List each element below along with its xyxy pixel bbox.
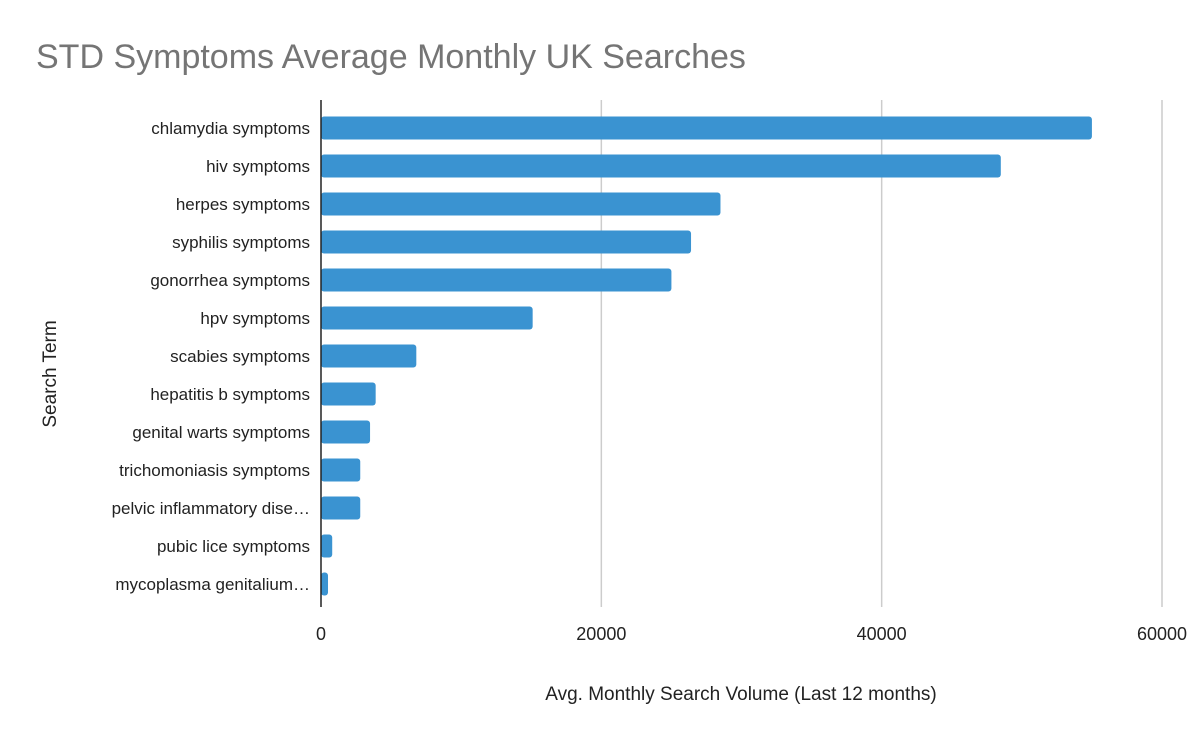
bar [321, 306, 533, 330]
bar [321, 572, 329, 596]
category-label: trichomoniasis symptoms [119, 461, 310, 480]
category-label: chlamydia symptoms [151, 119, 310, 138]
x-tick-label: 20000 [576, 624, 626, 644]
bar [321, 382, 376, 406]
x-tick-label: 40000 [857, 624, 907, 644]
bar-layer [321, 116, 1092, 596]
category-label-layer: chlamydia symptoms hiv symptoms herpes sym… [112, 119, 310, 594]
category-label: pelvic inflammatory dise… [112, 499, 310, 518]
bar [321, 496, 361, 520]
category-label: herpes symptoms [176, 195, 310, 214]
grid-layer [600, 100, 1163, 607]
category-label: genital warts symptoms [132, 423, 310, 442]
bar [321, 458, 361, 482]
category-label: scabies symptoms [170, 347, 310, 366]
x-tick-label: 0 [316, 624, 326, 644]
category-label: hiv symptoms [206, 157, 310, 176]
bar [321, 344, 417, 368]
tick-label-layer: 0 20000 40000 60000 [316, 624, 1187, 644]
bar [321, 420, 371, 444]
category-label: hpv symptoms [200, 309, 310, 328]
bar [321, 116, 1092, 140]
bar [321, 192, 721, 216]
chart-title: STD Symptoms Average Monthly UK Searches [36, 38, 746, 76]
y-axis-title: Search Term [40, 320, 61, 427]
category-label: hepatitis b symptoms [150, 385, 310, 404]
x-tick-label: 60000 [1137, 624, 1187, 644]
bar [321, 230, 692, 254]
category-label: mycoplasma genitalium… [115, 575, 310, 594]
bar [321, 268, 672, 292]
bar [321, 534, 333, 558]
bar [321, 154, 1001, 178]
category-label: syphilis symptoms [172, 233, 310, 252]
category-label: pubic lice symptoms [157, 537, 310, 556]
category-label: gonorrhea symptoms [150, 271, 310, 290]
x-axis-title: Avg. Monthly Search Volume (Last 12 mont… [545, 684, 936, 705]
